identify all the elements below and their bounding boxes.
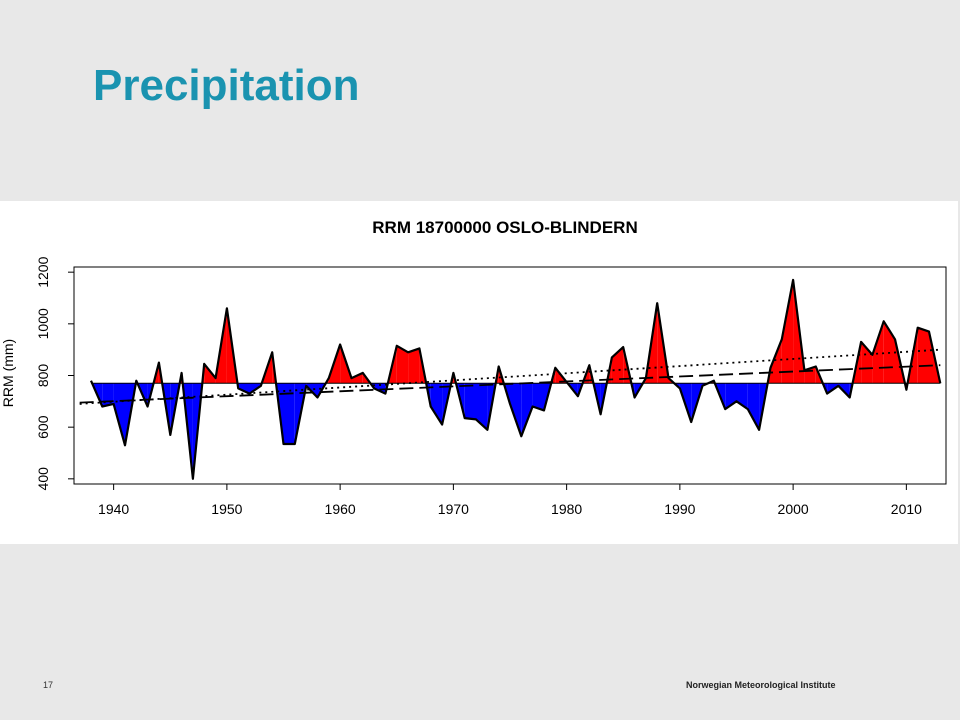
y-axis-label: RRM (mm): [0, 339, 16, 407]
anomaly-below-area: [747, 383, 760, 430]
anomaly-below-area: [113, 383, 125, 446]
slide-title: Precipitation: [93, 61, 360, 110]
anomaly-above-area: [815, 366, 823, 384]
trend-line-dashed: [79, 364, 941, 404]
x-tick-label: 2000: [778, 501, 809, 517]
x-tick-label: 1980: [551, 501, 582, 517]
anomaly-below-area: [374, 383, 386, 394]
plot-area: 1940 1950 1960 1970 1980 1990 2000 2010 400 600 80…: [35, 256, 947, 517]
x-tick-label: 1970: [438, 501, 469, 517]
anomaly-below-area: [521, 383, 533, 437]
chart-panel: RRM 18700000 OSLO-BLINDERN RRM (mm) 1940…: [0, 201, 958, 544]
y-tick-label: 400: [35, 467, 51, 491]
anomaly-below-area: [464, 383, 476, 420]
anomaly-below-area: [238, 383, 250, 394]
anomaly-above-area: [498, 366, 504, 384]
y-tick-label: 800: [35, 364, 51, 388]
anomaly-below-area: [283, 383, 295, 444]
x-tick-label: 1990: [664, 501, 695, 517]
x-tick-label: 1960: [325, 501, 356, 517]
y-tick-label: 1000: [35, 308, 51, 339]
anomaly-above-area: [261, 352, 273, 384]
x-tick-label: 1940: [98, 501, 129, 517]
precipitation-series-line: [89, 278, 942, 480]
organization-name: Norwegian Meteorological Institute: [686, 680, 836, 690]
anomaly-below-area: [510, 383, 522, 437]
anomaly-above-area: [396, 345, 409, 384]
anomaly-above-area: [917, 327, 929, 384]
anomaly-below-area: [430, 383, 443, 425]
anomaly-above-area: [153, 362, 159, 384]
anomaly-above-area: [770, 339, 782, 384]
anomaly-above-area: [495, 366, 499, 384]
y-tick-label: 600: [35, 415, 51, 439]
anomaly-above-area: [325, 378, 329, 384]
anomaly-below-area: [476, 383, 488, 430]
anomaly-above-area: [351, 372, 363, 384]
anomaly-below-area: [532, 383, 544, 411]
precipitation-chart: RRM 18700000 OSLO-BLINDERN RRM (mm) 1940…: [0, 218, 947, 517]
anomaly-above-area: [781, 279, 794, 384]
x-tick-label: 2010: [891, 501, 922, 517]
anomaly-above-area: [642, 378, 646, 384]
x-tick-label: 1950: [211, 501, 242, 517]
page-number: 17: [43, 680, 54, 690]
anomaly-above-area: [408, 348, 420, 384]
y-tick-label: 1200: [35, 256, 51, 287]
chart-title: RRM 18700000 OSLO-BLINDERN: [372, 218, 637, 237]
